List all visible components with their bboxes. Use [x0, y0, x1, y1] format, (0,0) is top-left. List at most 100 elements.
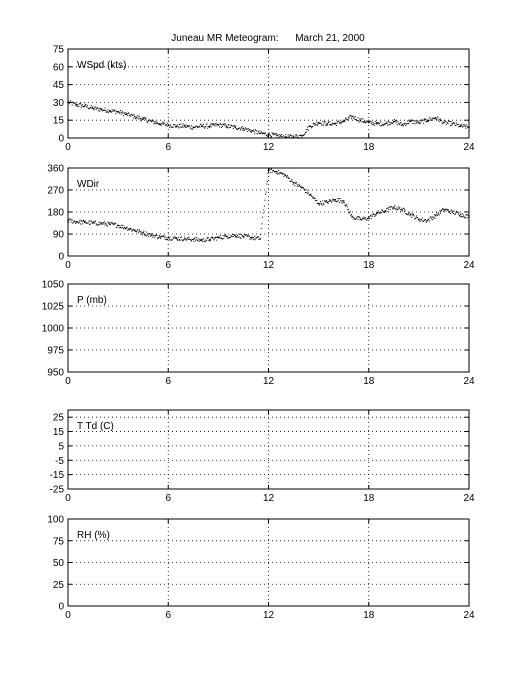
data-point	[454, 213, 456, 215]
data-point	[116, 111, 118, 113]
data-point	[82, 221, 84, 223]
data-point	[162, 235, 164, 237]
data-point	[158, 124, 160, 126]
data-point	[175, 237, 177, 239]
data-point	[105, 111, 107, 113]
data-point	[398, 208, 400, 210]
data-point	[437, 117, 439, 119]
data-point	[247, 130, 249, 132]
data-point	[343, 120, 345, 122]
data-point	[459, 124, 461, 126]
data-point	[293, 137, 295, 139]
data-point	[87, 107, 89, 109]
data-point	[307, 126, 309, 128]
data-point	[327, 121, 329, 123]
data-point	[248, 129, 250, 131]
data-point	[296, 182, 298, 184]
data-point	[209, 125, 211, 127]
data-point	[226, 127, 228, 129]
data-point	[417, 121, 419, 123]
data-point	[450, 213, 452, 215]
data-point	[429, 216, 431, 218]
y-tick-label: 1050	[42, 280, 65, 291]
data-point	[266, 183, 268, 185]
data-point	[189, 127, 191, 129]
data-point	[380, 211, 382, 213]
data-point	[328, 201, 330, 203]
data-point	[89, 220, 91, 222]
data-point	[114, 110, 116, 112]
data-point	[79, 219, 81, 221]
data-point	[414, 120, 416, 122]
data-point	[299, 135, 301, 137]
data-point	[426, 119, 428, 121]
data-point	[205, 126, 207, 128]
data-point	[165, 236, 167, 238]
data-point	[392, 207, 394, 209]
data-point	[232, 127, 234, 129]
data-point	[408, 213, 410, 215]
data-point	[72, 102, 74, 104]
data-point	[86, 106, 88, 108]
data-point	[455, 125, 457, 127]
data-point	[155, 234, 157, 236]
data-point	[338, 120, 340, 122]
data-point	[364, 122, 366, 124]
data-point	[406, 123, 408, 125]
data-point	[436, 116, 438, 118]
data-point	[228, 237, 230, 239]
data-point	[461, 125, 463, 127]
data-point	[405, 125, 407, 127]
y-tick-label: 1025	[42, 302, 65, 313]
data-point	[464, 217, 466, 219]
data-point	[235, 236, 237, 238]
data-point	[236, 128, 238, 130]
data-point	[155, 122, 157, 124]
data-point	[112, 110, 114, 112]
data-point	[149, 232, 151, 234]
data-point	[82, 105, 84, 107]
data-point	[341, 121, 343, 123]
data-point	[68, 101, 70, 103]
data-point	[239, 129, 241, 131]
data-point	[225, 126, 227, 128]
data-point	[142, 117, 144, 119]
data-point	[427, 121, 429, 123]
data-point	[88, 223, 90, 225]
data-point	[384, 123, 386, 125]
data-point	[186, 126, 188, 128]
data-point	[468, 126, 470, 129]
data-point	[441, 119, 443, 121]
data-point	[411, 214, 413, 216]
data-point	[127, 112, 129, 114]
data-point	[402, 207, 404, 209]
data-point	[434, 217, 436, 219]
data-point	[404, 210, 406, 212]
data-point	[210, 123, 212, 125]
y-tick-label: 90	[53, 230, 65, 241]
data-point	[306, 193, 308, 195]
data-point	[423, 219, 425, 221]
data-point	[74, 102, 76, 104]
data-point	[229, 237, 231, 239]
data-point	[437, 213, 439, 215]
data-point	[228, 124, 230, 126]
data-point	[211, 123, 213, 125]
data-point	[107, 221, 109, 223]
data-point	[88, 107, 90, 109]
data-point	[262, 132, 264, 134]
panel-5: 0 6 12 18 24 0 25 50 75 100 RH (%)	[47, 515, 475, 622]
data-point	[358, 121, 360, 123]
data-point	[203, 126, 205, 128]
data-point	[235, 236, 237, 238]
data-point	[292, 135, 294, 137]
data-point	[214, 236, 216, 238]
x-tick-label: 24	[463, 376, 475, 387]
data-point	[405, 213, 407, 215]
data-point	[432, 117, 434, 119]
data-point	[370, 123, 372, 125]
data-point	[357, 219, 359, 221]
data-point	[165, 124, 167, 126]
data-point	[280, 135, 282, 137]
data-point	[324, 120, 326, 122]
